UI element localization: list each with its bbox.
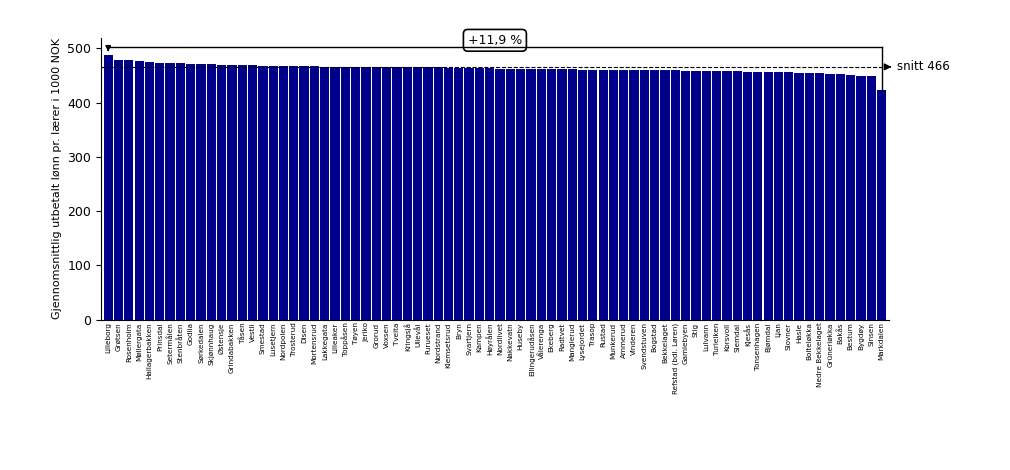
Bar <box>599 70 608 320</box>
Bar <box>609 70 618 320</box>
Bar <box>156 63 165 320</box>
Bar <box>743 72 752 320</box>
Bar <box>650 70 660 320</box>
Bar <box>176 63 185 320</box>
Bar <box>516 69 525 320</box>
Bar <box>330 67 339 320</box>
Bar <box>784 72 794 320</box>
Bar <box>877 90 886 320</box>
Bar <box>403 67 412 320</box>
Bar <box>433 67 442 320</box>
Bar <box>712 71 721 320</box>
Bar <box>629 70 638 320</box>
Bar <box>382 67 391 320</box>
Bar <box>774 72 783 320</box>
Bar <box>815 73 824 320</box>
Bar <box>134 62 143 320</box>
Bar <box>300 66 309 320</box>
Bar <box>588 70 598 320</box>
Bar <box>443 68 453 320</box>
Bar <box>247 65 258 320</box>
Bar <box>227 65 236 320</box>
Bar <box>639 70 649 320</box>
Bar <box>454 68 464 320</box>
Bar <box>825 74 834 320</box>
Bar <box>351 67 361 320</box>
Bar <box>835 74 845 320</box>
Bar <box>114 60 123 320</box>
Bar <box>671 70 680 320</box>
Bar <box>259 66 268 320</box>
Bar <box>196 63 206 320</box>
Bar <box>795 73 804 320</box>
Bar <box>526 69 535 320</box>
Bar <box>166 63 175 320</box>
Bar <box>269 66 278 320</box>
Bar <box>753 72 763 320</box>
Bar <box>186 63 195 320</box>
Bar <box>310 66 319 320</box>
Bar <box>661 70 670 320</box>
Bar <box>485 68 494 320</box>
Bar <box>506 69 515 320</box>
Bar <box>856 76 866 320</box>
Bar <box>104 55 113 320</box>
Bar <box>619 70 628 320</box>
Text: +11,9 %: +11,9 % <box>468 34 522 47</box>
Bar <box>681 70 690 320</box>
Text: snitt 466: snitt 466 <box>885 60 949 73</box>
Bar <box>702 70 711 320</box>
Bar <box>536 69 546 320</box>
Bar <box>237 65 246 320</box>
Bar <box>423 67 432 320</box>
Bar <box>217 65 226 320</box>
Bar <box>289 66 299 320</box>
Bar <box>475 68 484 320</box>
Bar <box>340 67 350 320</box>
Bar <box>867 76 876 320</box>
Y-axis label: Gjennomsnittlig utbetalt lønn pr. lærer i 1000 NOK: Gjennomsnittlig utbetalt lønn pr. lærer … <box>52 38 62 319</box>
Bar <box>392 67 402 320</box>
Bar <box>465 68 474 320</box>
Bar <box>496 69 505 320</box>
Bar <box>279 66 288 320</box>
Bar <box>722 71 731 320</box>
Bar <box>413 67 422 320</box>
Bar <box>372 67 381 320</box>
Bar <box>320 67 329 320</box>
Bar <box>207 64 216 320</box>
Bar <box>578 70 587 320</box>
Bar <box>547 69 557 320</box>
Bar <box>805 73 814 320</box>
Bar <box>732 71 742 320</box>
Bar <box>558 69 567 320</box>
Bar <box>568 69 577 320</box>
Bar <box>764 72 773 320</box>
Bar <box>144 62 155 320</box>
Bar <box>846 75 855 320</box>
Bar <box>691 70 701 320</box>
Bar <box>362 67 371 320</box>
Bar <box>124 60 133 320</box>
